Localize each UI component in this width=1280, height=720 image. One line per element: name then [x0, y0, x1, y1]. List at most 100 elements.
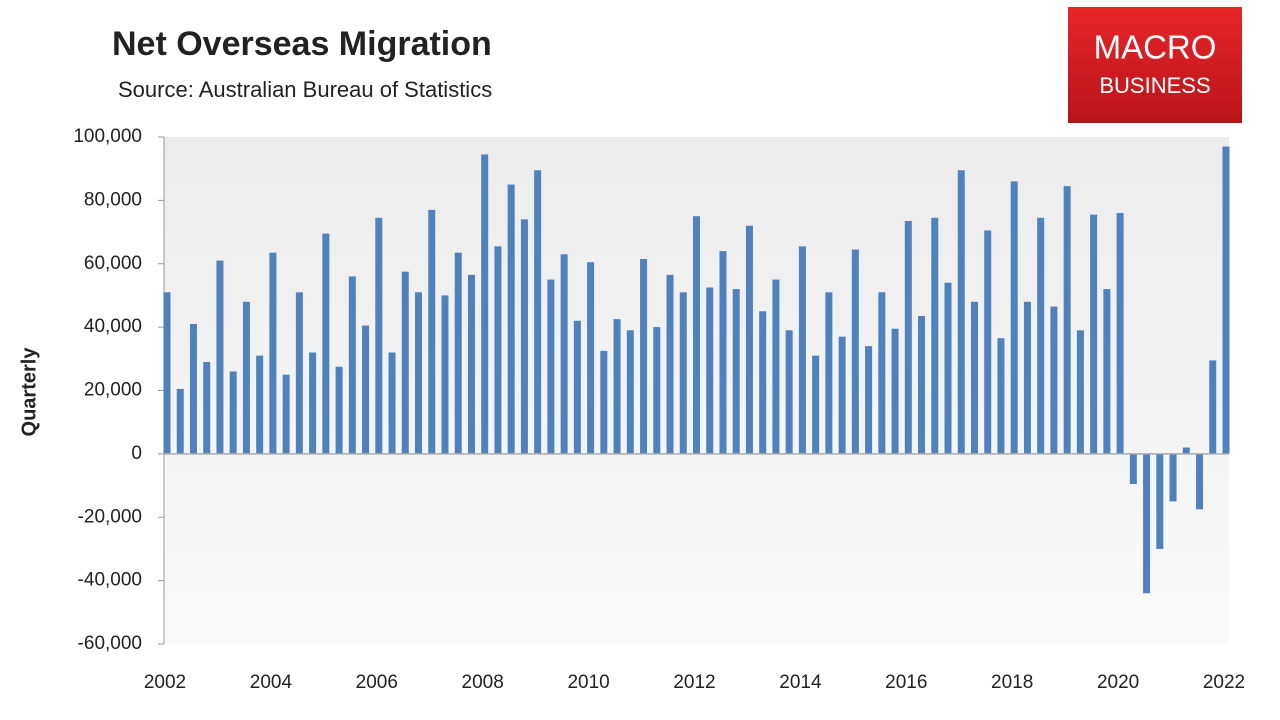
bar — [759, 311, 767, 454]
bar — [216, 260, 224, 454]
bar — [666, 274, 674, 454]
bar — [203, 361, 211, 454]
bar — [176, 388, 184, 454]
bar — [282, 374, 290, 454]
bar — [1050, 306, 1058, 454]
bar — [1209, 360, 1217, 454]
bar — [613, 319, 621, 454]
bar — [838, 336, 846, 454]
bar — [812, 355, 820, 454]
y-tick-label: 60,000 — [84, 253, 142, 274]
bar — [891, 328, 899, 454]
bar — [520, 219, 528, 454]
bar — [1103, 289, 1111, 454]
bar — [970, 301, 978, 454]
bar — [401, 271, 409, 454]
bar — [256, 355, 264, 454]
bar — [428, 209, 436, 454]
bar — [547, 279, 555, 454]
bar — [560, 254, 568, 454]
bar — [904, 220, 912, 454]
x-tick-label: 2004 — [250, 672, 293, 693]
bar — [1169, 453, 1177, 502]
bar — [1196, 453, 1204, 510]
y-tick-label: 100,000 — [73, 126, 142, 147]
bar — [798, 246, 806, 454]
x-tick-label: 2012 — [673, 672, 715, 693]
bar — [600, 350, 608, 454]
bar — [348, 276, 356, 454]
y-tick-label: -40,000 — [78, 570, 142, 591]
bar — [229, 371, 237, 454]
x-tick-label: 2022 — [1203, 672, 1245, 693]
bar — [626, 330, 634, 454]
x-tick-label: 2006 — [356, 672, 398, 693]
y-tick-label: 40,000 — [84, 316, 142, 337]
bar — [772, 279, 780, 454]
bar — [640, 258, 648, 454]
bar — [481, 154, 489, 454]
bar — [1063, 186, 1071, 454]
x-tick-label: 2010 — [567, 672, 609, 693]
bar — [1129, 453, 1137, 484]
x-tick-label: 2016 — [885, 672, 927, 693]
bar — [1037, 217, 1045, 454]
bar — [507, 184, 515, 454]
bar — [189, 323, 197, 454]
bar — [494, 246, 502, 454]
bar — [1156, 453, 1164, 549]
bar — [1116, 213, 1124, 454]
bar — [534, 170, 542, 454]
bar — [719, 251, 727, 454]
bar — [1182, 447, 1190, 454]
bar — [878, 292, 886, 454]
y-tick-label: 0 — [131, 443, 142, 464]
chart-title: Net Overseas Migration — [112, 25, 492, 63]
bar — [335, 366, 343, 454]
bar — [984, 230, 992, 454]
x-tick-label: 2020 — [1097, 672, 1139, 693]
y-axis-label: Quarterly — [18, 347, 40, 437]
bar — [825, 292, 833, 454]
bar — [415, 292, 423, 454]
logo-text: MACRO — [1094, 29, 1217, 66]
bar — [322, 233, 330, 454]
bar — [295, 292, 303, 454]
logo-text: BUSINESS — [1099, 73, 1210, 98]
bar — [957, 170, 965, 454]
bar — [1023, 301, 1031, 454]
bar — [309, 352, 317, 454]
bar — [997, 338, 1005, 454]
bar — [242, 301, 250, 454]
bar — [1143, 453, 1151, 594]
x-tick-label: 2008 — [462, 672, 504, 693]
bar — [851, 249, 859, 454]
x-tick-label: 2018 — [991, 672, 1033, 693]
bar — [467, 274, 475, 454]
bar — [1090, 214, 1098, 454]
bar — [865, 346, 873, 454]
bar — [269, 252, 277, 454]
logo-box — [1068, 7, 1242, 123]
y-tick-label: 20,000 — [84, 380, 142, 401]
bar — [679, 292, 687, 454]
bar — [163, 292, 171, 454]
bar — [653, 327, 661, 454]
y-tick-label: 80,000 — [84, 189, 142, 210]
bar — [944, 282, 952, 454]
bar — [1076, 330, 1084, 454]
bar — [388, 352, 396, 454]
bar — [362, 325, 370, 454]
bar — [693, 216, 700, 454]
bar — [573, 320, 581, 454]
bar — [706, 287, 714, 454]
bar — [454, 252, 462, 454]
y-tick-label: -20,000 — [78, 506, 142, 527]
bar — [785, 330, 793, 454]
bar — [587, 262, 595, 454]
bar — [1010, 181, 1018, 454]
chart-subtitle: Source: Australian Bureau of Statistics — [118, 77, 492, 102]
bar — [745, 225, 753, 454]
